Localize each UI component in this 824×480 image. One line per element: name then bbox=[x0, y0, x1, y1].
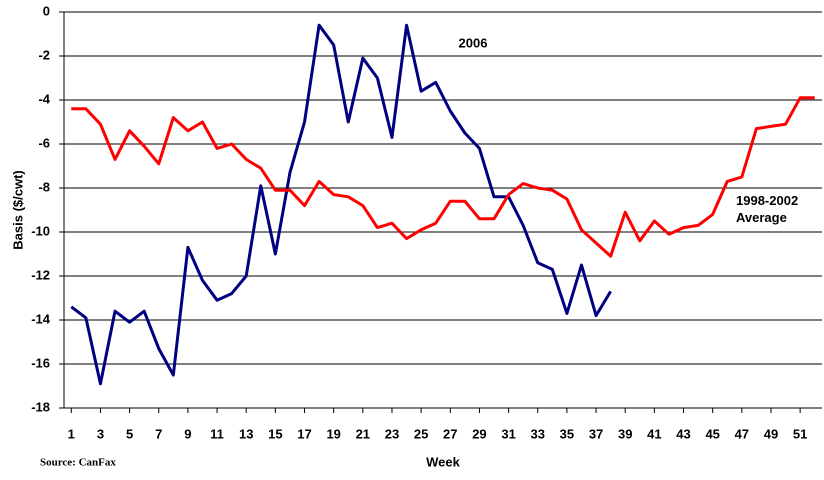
x-tick-label: 5 bbox=[126, 426, 133, 441]
y-tick-label: -2 bbox=[38, 47, 50, 62]
x-tick-label: 37 bbox=[589, 426, 603, 441]
source: Source: CanFax bbox=[40, 457, 116, 469]
series-line bbox=[71, 96, 815, 258]
x-tick-label: 23 bbox=[385, 426, 399, 441]
x-tick-label: 35 bbox=[560, 426, 574, 441]
x-tick-label: 13 bbox=[239, 426, 253, 441]
y-tick-label: -4 bbox=[38, 91, 50, 106]
y-tick-label: 0 bbox=[43, 3, 50, 18]
series-line bbox=[70, 23, 612, 386]
x-tick-label: 51 bbox=[793, 426, 807, 441]
series-label-box: 1998-2002 Average bbox=[736, 193, 799, 225]
x-tick-label: 27 bbox=[443, 426, 457, 441]
x-tick-label: 41 bbox=[647, 426, 661, 441]
x-tick-label: 1 bbox=[68, 426, 75, 441]
x-tick-label: 11 bbox=[210, 426, 224, 441]
x-tick-label: 17 bbox=[297, 426, 311, 441]
x-tick-label: 21 bbox=[356, 426, 370, 441]
y-tick-label: -8 bbox=[38, 179, 50, 194]
series-label: 2006 bbox=[459, 35, 488, 50]
y-tick-label: -12 bbox=[31, 267, 50, 282]
x-tick-label: 47 bbox=[735, 426, 749, 441]
x-axis-label: Week bbox=[426, 454, 460, 469]
x-tick-label: 43 bbox=[676, 426, 690, 441]
y-tick-label: -18 bbox=[31, 399, 50, 414]
x-tick-label: 39 bbox=[618, 426, 632, 441]
x-tick-label: 3 bbox=[97, 426, 104, 441]
y-tick-label: -10 bbox=[31, 223, 50, 238]
y-tick-label: -14 bbox=[31, 311, 51, 326]
y-tick-label: -16 bbox=[31, 355, 50, 370]
x-tick-label: 25 bbox=[414, 426, 428, 441]
series-label: 1998-2002 Average bbox=[736, 193, 799, 225]
x-tick-label: 19 bbox=[326, 426, 340, 441]
x-tick-label: 15 bbox=[268, 426, 282, 441]
x-tick-label: 29 bbox=[472, 426, 486, 441]
x-tick-label: 33 bbox=[531, 426, 545, 441]
x-tick-label: 49 bbox=[764, 426, 778, 441]
x-tick-label: 45 bbox=[705, 426, 719, 441]
x-tick-label: 7 bbox=[155, 426, 162, 441]
y-tick-label: -6 bbox=[38, 135, 50, 150]
x-tick-label: 31 bbox=[501, 426, 515, 441]
y-axis-label: Basis ($/cwt) bbox=[10, 170, 25, 249]
x-tick-label: 9 bbox=[184, 426, 191, 441]
